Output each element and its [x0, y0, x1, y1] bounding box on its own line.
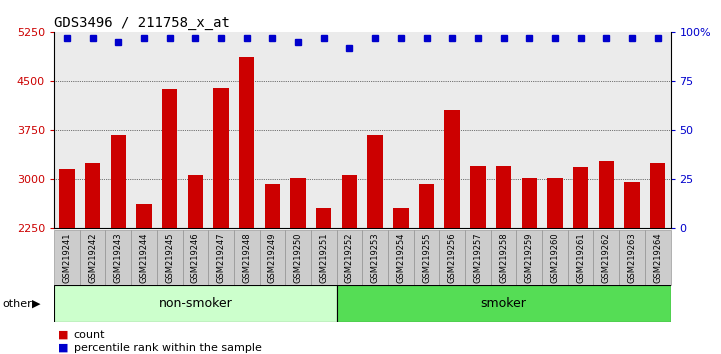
Text: GSM219255: GSM219255 — [422, 232, 431, 283]
Text: percentile rank within the sample: percentile rank within the sample — [74, 343, 262, 353]
Text: smoker: smoker — [481, 297, 526, 310]
Bar — [136, 204, 151, 354]
Text: GDS3496 / 211758_x_at: GDS3496 / 211758_x_at — [54, 16, 230, 30]
Text: GSM219252: GSM219252 — [345, 232, 354, 283]
Bar — [342, 175, 357, 354]
Bar — [516, 230, 542, 285]
Bar — [470, 166, 485, 354]
Text: GSM219244: GSM219244 — [139, 232, 149, 283]
Bar — [265, 184, 280, 354]
Bar — [650, 163, 665, 354]
Bar — [260, 230, 286, 285]
Text: GSM219264: GSM219264 — [653, 232, 662, 283]
Bar — [542, 230, 567, 285]
Text: non-smoker: non-smoker — [159, 297, 232, 310]
Bar — [54, 285, 337, 322]
Bar — [105, 230, 131, 285]
Text: ■: ■ — [58, 343, 68, 353]
Text: GSM219260: GSM219260 — [550, 232, 559, 283]
Text: GSM219246: GSM219246 — [191, 232, 200, 283]
Text: GSM219248: GSM219248 — [242, 232, 251, 283]
Bar — [521, 178, 537, 354]
Bar — [491, 230, 516, 285]
Bar — [213, 88, 229, 354]
Text: ▶: ▶ — [32, 299, 40, 309]
Bar — [59, 170, 75, 354]
Text: GSM219263: GSM219263 — [627, 232, 637, 283]
Bar — [131, 230, 156, 285]
Text: GSM219253: GSM219253 — [371, 232, 380, 283]
Bar — [619, 230, 645, 285]
Bar — [337, 230, 362, 285]
Text: ■: ■ — [58, 330, 68, 339]
Bar — [465, 230, 491, 285]
Bar — [286, 230, 311, 285]
Bar — [598, 161, 614, 354]
Text: GSM219249: GSM219249 — [268, 232, 277, 283]
Text: GSM219261: GSM219261 — [576, 232, 585, 283]
Bar — [439, 230, 465, 285]
Text: GSM219259: GSM219259 — [525, 232, 534, 283]
Bar — [393, 208, 409, 354]
Bar — [157, 230, 182, 285]
Bar — [234, 230, 260, 285]
Bar — [162, 89, 177, 354]
Bar — [110, 135, 126, 354]
Text: GSM219262: GSM219262 — [602, 232, 611, 283]
Text: GSM219254: GSM219254 — [397, 232, 405, 283]
Text: GSM219256: GSM219256 — [448, 232, 456, 283]
Text: GSM219245: GSM219245 — [165, 232, 174, 283]
Text: GSM219250: GSM219250 — [293, 232, 303, 283]
Text: GSM219241: GSM219241 — [63, 232, 71, 283]
Text: GSM219257: GSM219257 — [474, 232, 482, 283]
Bar — [624, 182, 640, 354]
Bar — [182, 230, 208, 285]
Bar — [85, 163, 100, 354]
Bar — [368, 135, 383, 354]
Text: GSM219258: GSM219258 — [499, 232, 508, 283]
Text: other: other — [2, 299, 32, 309]
Bar — [316, 208, 332, 354]
Bar — [496, 166, 511, 354]
Bar — [567, 230, 593, 285]
Text: GSM219242: GSM219242 — [88, 232, 97, 283]
Bar — [362, 230, 388, 285]
Bar — [311, 230, 337, 285]
Bar — [54, 230, 80, 285]
Bar — [547, 178, 562, 354]
Bar — [208, 230, 234, 285]
Bar — [187, 175, 203, 354]
Text: GSM219247: GSM219247 — [216, 232, 226, 283]
Bar — [239, 57, 255, 354]
Bar — [593, 230, 619, 285]
Text: count: count — [74, 330, 105, 339]
Bar — [419, 184, 434, 354]
Text: GSM219251: GSM219251 — [319, 232, 328, 283]
Bar — [337, 285, 671, 322]
Bar — [414, 230, 439, 285]
Bar — [80, 230, 105, 285]
Bar — [573, 167, 588, 354]
Bar — [388, 230, 414, 285]
Text: GSM219243: GSM219243 — [114, 232, 123, 283]
Bar — [444, 110, 460, 354]
Bar — [645, 230, 671, 285]
Bar — [291, 178, 306, 354]
